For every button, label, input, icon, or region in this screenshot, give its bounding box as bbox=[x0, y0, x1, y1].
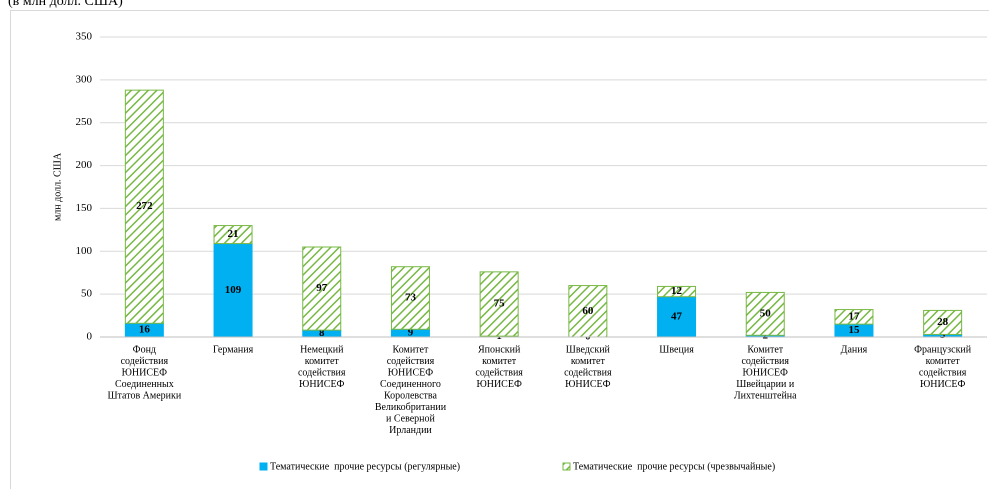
x-tick-label: комитет bbox=[926, 356, 961, 367]
legend-label: Тематические прочие ресурсы (регулярные) bbox=[270, 461, 460, 472]
value-label: 16 bbox=[139, 324, 151, 336]
x-tick-label: Великобритании bbox=[375, 402, 447, 413]
x-tick-label: ЮНИСЕФ bbox=[743, 367, 789, 378]
x-tick-label: Комитет bbox=[747, 344, 783, 355]
x-tick-label: комитет bbox=[482, 356, 517, 367]
x-tick-label: Штатов Америки bbox=[107, 390, 181, 401]
value-label: 3 bbox=[940, 329, 946, 341]
y-tick-label: 0 bbox=[87, 331, 93, 343]
value-label: 9 bbox=[408, 327, 414, 339]
bar-segment bbox=[213, 225, 253, 245]
x-tick-label: Ирландии bbox=[389, 425, 432, 436]
x-tick-label: Соединенных bbox=[115, 379, 174, 390]
x-tick-label: содействия bbox=[919, 367, 967, 378]
bar-segment bbox=[479, 271, 519, 337]
x-tick-label: ЮНИСЕФ bbox=[122, 367, 168, 378]
y-tick-label: 300 bbox=[76, 73, 93, 85]
bar-segment bbox=[745, 291, 785, 336]
y-tick-label: 250 bbox=[76, 116, 93, 128]
x-tick-label: Фонд bbox=[133, 344, 156, 355]
value-label: 75 bbox=[494, 298, 506, 310]
value-label: 8 bbox=[319, 327, 325, 339]
x-tick-label: Королевства bbox=[384, 390, 438, 401]
x-tick-label: содействия bbox=[121, 356, 169, 367]
x-tick-label: содействия bbox=[741, 356, 789, 367]
x-tick-label: Японский bbox=[478, 344, 521, 355]
x-tick-label: ЮНИСЕФ bbox=[476, 379, 522, 390]
x-tick-label: ЮНИСЕФ bbox=[920, 379, 966, 390]
bar-segment bbox=[390, 266, 430, 330]
bar-segment bbox=[657, 296, 697, 338]
legend-label: Тематические прочие ресурсы (чрезвычайны… bbox=[573, 461, 775, 472]
x-tick-label: содействия bbox=[564, 367, 612, 378]
x-tick-label: Швеция bbox=[659, 344, 694, 355]
y-tick-label: 350 bbox=[76, 31, 93, 43]
x-tick-label: Немецкий bbox=[300, 344, 344, 355]
x-tick-label: Шведский bbox=[566, 344, 611, 355]
x-tick-label: ЮНИСЕФ bbox=[299, 379, 345, 390]
bar-segment bbox=[657, 285, 697, 298]
value-label: 97 bbox=[316, 282, 328, 294]
value-label: 21 bbox=[228, 228, 239, 240]
bar-segment bbox=[124, 89, 164, 324]
y-tick-label: 50 bbox=[81, 288, 93, 300]
frame bbox=[10, 10, 989, 489]
subtitle: (в млн долл. США) bbox=[8, 0, 123, 9]
x-tick-label: Лихтенштейна bbox=[734, 390, 797, 401]
x-tick-label: Швейцарии и bbox=[736, 379, 795, 390]
x-tick-label: комитет bbox=[305, 356, 340, 367]
value-label: 73 bbox=[405, 292, 417, 304]
y-tick-label: 100 bbox=[76, 245, 93, 257]
value-label: 12 bbox=[671, 285, 683, 297]
value-label: 109 bbox=[225, 284, 242, 296]
x-tick-label: содействия bbox=[387, 356, 435, 367]
x-tick-label: комитет bbox=[571, 356, 606, 367]
x-tick-label: Дания bbox=[841, 344, 868, 355]
x-tick-label: содействия bbox=[298, 367, 346, 378]
y-tick-label: 150 bbox=[76, 202, 93, 214]
bar-segment bbox=[302, 246, 342, 331]
bar-segment bbox=[834, 309, 874, 325]
value-label: 272 bbox=[136, 200, 153, 212]
legend-swatch bbox=[259, 462, 268, 471]
x-tick-label: ЮНИСЕФ bbox=[565, 379, 611, 390]
x-tick-label: ЮНИСЕФ bbox=[388, 367, 434, 378]
value-label: 60 bbox=[582, 305, 594, 317]
value-label: 47 bbox=[671, 310, 683, 322]
x-tick-label: Германия bbox=[213, 344, 254, 355]
y-axis-label: млн долл. США bbox=[52, 152, 63, 221]
value-label: 17 bbox=[848, 310, 860, 322]
value-label: 28 bbox=[937, 316, 949, 328]
value-label: 50 bbox=[760, 307, 772, 319]
value-label: 15 bbox=[848, 324, 860, 336]
x-tick-label: Соединенного bbox=[380, 379, 441, 390]
bar-segment bbox=[923, 309, 963, 335]
legend-swatch bbox=[562, 462, 571, 471]
x-tick-label: и Северной bbox=[386, 413, 436, 424]
x-tick-label: Французский bbox=[914, 344, 972, 355]
x-tick-label: содействия bbox=[475, 367, 523, 378]
x-tick-label: Комитет bbox=[393, 344, 429, 355]
y-tick-label: 200 bbox=[76, 159, 93, 171]
